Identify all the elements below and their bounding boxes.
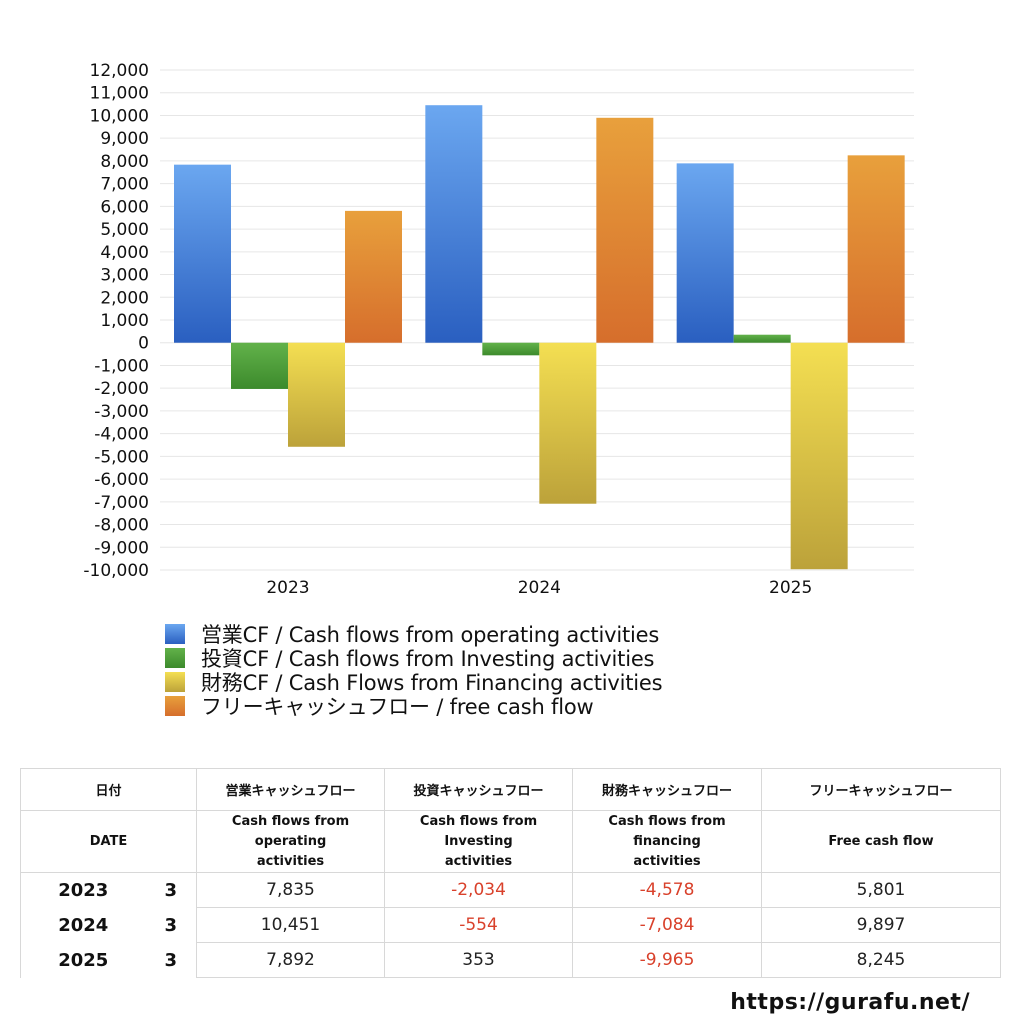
site-url[interactable]: https://gurafu.net/ — [730, 990, 970, 1015]
legend-item-investing: 投資CF / Cash flows from Investing activit… — [165, 646, 662, 671]
legend-item-operating: 営業CF / Cash flows from operating activit… — [165, 622, 662, 647]
x-tick-label: 2025 — [769, 578, 812, 598]
table-header-row-en: DATE Cash flows from operating activitie… — [19, 810, 1002, 873]
table-row: 2023 3 7,835 -2,034 -4,578 5,801 — [20, 872, 1002, 908]
row-month: 3 — [145, 872, 198, 908]
y-tick-label: 0 — [138, 334, 149, 354]
y-tick-label: 10,000 — [90, 106, 149, 126]
header-operating-en: Cash flows from operating activities — [196, 810, 386, 873]
legend-swatch-free-cash-flow — [165, 696, 185, 716]
bar-financing-2024 — [539, 342, 597, 504]
header-financing-jp: 財務キャッシュフロー — [572, 768, 763, 811]
y-tick-label: -8,000 — [94, 516, 149, 536]
header-investing-en: Cash flows from Investing activities — [384, 810, 574, 873]
x-tick-label: 2024 — [518, 578, 561, 598]
row-year: 2024 — [20, 907, 146, 943]
y-tick-label: 8,000 — [100, 152, 149, 172]
y-tick-label: 5,000 — [100, 220, 149, 240]
y-tick-label: 1,000 — [100, 311, 149, 331]
y-tick-label: 3,000 — [100, 266, 149, 286]
cell-financing: -4,578 — [572, 872, 763, 908]
header-free-cash-flow-jp: フリーキャッシュフロー — [761, 768, 1002, 811]
bar-free-cash-flow-2023 — [345, 210, 402, 343]
bar-operating-2024 — [425, 105, 483, 343]
legend-item-free-cash-flow: フリーキャッシュフロー / free cash flow — [165, 694, 662, 719]
y-tick-label: -9,000 — [94, 538, 149, 558]
header-financing-en: Cash flows from financing activities — [572, 810, 763, 873]
y-tick-label: -2,000 — [94, 379, 149, 399]
legend-label-operating: 営業CF / Cash flows from operating activit… — [201, 623, 660, 647]
legend-label-investing: 投資CF / Cash flows from Investing activit… — [201, 647, 655, 671]
bar-operating-2023 — [174, 164, 231, 343]
row-month: 3 — [145, 942, 198, 978]
legend-label-financing: 財務CF / Cash Flows from Financing activit… — [201, 671, 663, 695]
table-row: 2024 3 10,451 -554 -7,084 9,897 — [20, 907, 1002, 943]
bar-free-cash-flow-2025 — [847, 155, 905, 343]
bar-investing-2024 — [482, 342, 540, 356]
legend-label-free-cash-flow: フリーキャッシュフロー / free cash flow — [201, 695, 594, 719]
y-tick-label: 12,000 — [90, 61, 149, 81]
header-free-cash-flow-en: Free cash flow — [761, 810, 1002, 873]
y-tick-label: -7,000 — [94, 493, 149, 513]
legend-swatch-operating — [165, 624, 185, 644]
chart-legend: 営業CF / Cash flows from operating activit… — [165, 622, 663, 719]
legend-item-financing: 財務CF / Cash Flows from Financing activit… — [165, 670, 663, 695]
y-tick-label: -6,000 — [94, 470, 149, 490]
legend-swatch-financing — [165, 672, 185, 692]
y-tick-label: -5,000 — [94, 447, 149, 467]
row-year: 2025 — [20, 942, 146, 978]
row-year: 2023 — [20, 872, 146, 908]
y-tick-label: 4,000 — [100, 243, 149, 263]
cell-investing: 353 — [384, 942, 574, 978]
cash-flow-bar-chart: -10,000 -9,000-8,000 -7,000 -6,000 -5,000-4,… — [83, 61, 914, 598]
cash-flow-table-container: 日付 営業キャッシュフロー 投資キャッシュフロー 財務キャッシュフロー フリーキ… — [19, 768, 1002, 978]
cell-operating: 10,451 — [196, 907, 386, 943]
y-tick-label: 11,000 — [90, 84, 149, 104]
bar-financing-2025 — [790, 342, 848, 570]
legend-swatch-investing — [165, 648, 185, 668]
cell-free-cash-flow: 9,897 — [761, 907, 1002, 943]
bar-financing-2023 — [288, 342, 345, 447]
y-tick-label: 9,000 — [100, 129, 149, 149]
cell-financing: -9,965 — [572, 942, 763, 978]
y-tick-label: -10,000 — [83, 561, 149, 581]
y-tick-label: -4,000 — [94, 425, 149, 445]
y-tick-label: -3,000 — [94, 402, 149, 422]
header-operating-jp: 営業キャッシュフロー — [196, 768, 386, 811]
cell-investing: -554 — [384, 907, 574, 943]
bar-operating-2025 — [676, 163, 734, 343]
y-tick-label: -1,000 — [94, 356, 149, 376]
bar-free-cash-flow-2024 — [596, 117, 654, 343]
row-month: 3 — [145, 907, 198, 943]
y-tick-label: 7,000 — [100, 175, 149, 195]
cell-investing: -2,034 — [384, 872, 574, 908]
cell-free-cash-flow: 5,801 — [761, 872, 1002, 908]
bar-investing-2025 — [733, 334, 791, 343]
header-investing-jp: 投資キャッシュフロー — [384, 768, 574, 811]
cell-free-cash-flow: 8,245 — [761, 942, 1002, 978]
x-tick-label: 2023 — [266, 578, 309, 598]
table-row: 2025 3 7,892 353 -9,965 8,245 — [20, 942, 1002, 978]
cash-flow-table: 日付 営業キャッシュフロー 投資キャッシュフロー 財務キャッシュフロー フリーキ… — [19, 768, 1002, 978]
header-date-en: DATE — [19, 810, 198, 873]
y-tick-label: 2,000 — [100, 288, 149, 308]
cell-financing: -7,084 — [572, 907, 763, 943]
y-tick-label: 6,000 — [100, 197, 149, 217]
header-date-jp: 日付 — [19, 768, 198, 811]
table-header-row-jp: 日付 営業キャッシュフロー 投資キャッシュフロー 財務キャッシュフロー フリーキ… — [19, 768, 1002, 811]
bar-investing-2023 — [231, 342, 288, 389]
cell-operating: 7,892 — [196, 942, 386, 978]
cell-operating: 7,835 — [196, 872, 386, 908]
